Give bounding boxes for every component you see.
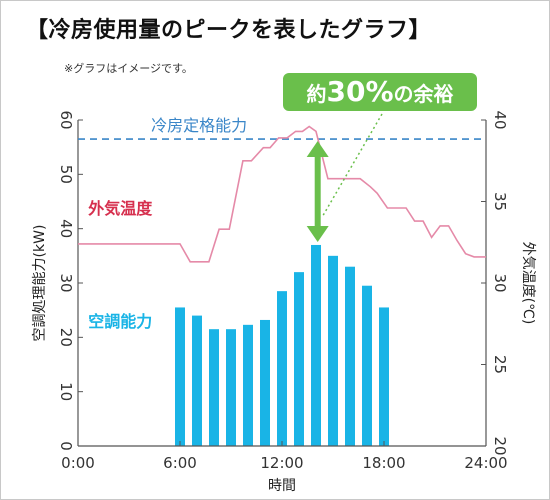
arrow-head-up bbox=[306, 141, 329, 158]
arrow-head-down bbox=[306, 225, 329, 242]
callout-text: 約30%の余裕 bbox=[306, 75, 453, 108]
bar bbox=[328, 255, 338, 446]
temperature-series-label: 外気温度 bbox=[87, 199, 153, 218]
y-tick-label: 0 bbox=[57, 441, 75, 451]
x-tick-label: 6:00 bbox=[163, 454, 197, 472]
callout-prefix: 約 bbox=[306, 82, 326, 106]
y2-tick-label: 40 bbox=[491, 110, 509, 129]
y2-tick-label: 20 bbox=[491, 436, 509, 455]
bar bbox=[294, 272, 304, 446]
y-tick-label: 10 bbox=[57, 382, 75, 401]
callout-suffix: の余裕 bbox=[394, 82, 454, 106]
bar-series bbox=[175, 244, 389, 446]
x-tick-label: 12:00 bbox=[260, 454, 303, 472]
y2-axis-title: 外気温度(℃) bbox=[520, 242, 536, 325]
bar bbox=[209, 329, 219, 446]
x-tick-label: 18:00 bbox=[362, 454, 405, 472]
y2-tick-label: 35 bbox=[491, 192, 509, 211]
bar bbox=[345, 266, 355, 446]
y2-tick-label: 30 bbox=[491, 273, 509, 292]
y-tick-label: 40 bbox=[57, 219, 75, 238]
rated-capacity-label: 冷房定格能力 bbox=[151, 116, 247, 135]
margin-arrow bbox=[306, 141, 329, 242]
callout-background bbox=[281, 71, 479, 113]
bar bbox=[362, 285, 372, 446]
bar bbox=[277, 291, 287, 446]
bar bbox=[379, 307, 389, 446]
x-tick-label: 0:00 bbox=[61, 454, 95, 472]
callout-value: 30% bbox=[326, 75, 393, 108]
bar bbox=[243, 324, 253, 446]
callout-connector bbox=[321, 113, 383, 219]
bar bbox=[175, 307, 185, 446]
chart-title: 【冷房使用量のピークを表したグラフ】 bbox=[26, 18, 432, 43]
x-tick-label: 24:00 bbox=[464, 454, 507, 472]
y-axis-title: 空調処理能力(kW) bbox=[32, 225, 48, 342]
y-tick-label: 60 bbox=[57, 110, 75, 129]
bar bbox=[192, 315, 202, 446]
temperature-line bbox=[78, 125, 486, 263]
bar bbox=[311, 244, 321, 446]
callout-badge: 約30%の余裕 bbox=[281, 71, 479, 113]
y2-tick-label: 25 bbox=[491, 355, 509, 374]
tick-labels: 0:00 6:00 12:00 18:00 24:00 0 10 20 30 40 50 60 20 25… bbox=[57, 110, 509, 472]
bar bbox=[226, 329, 236, 446]
bar bbox=[260, 319, 270, 446]
chart-note: ※グラフはイメージです。 bbox=[64, 62, 193, 75]
x-axis-title: 時間 bbox=[268, 478, 296, 494]
y-tick-label: 20 bbox=[57, 328, 75, 347]
y-tick-label: 50 bbox=[57, 165, 75, 184]
bar-series-label: 空調能力 bbox=[88, 312, 152, 331]
y-tick-label: 30 bbox=[57, 273, 75, 292]
